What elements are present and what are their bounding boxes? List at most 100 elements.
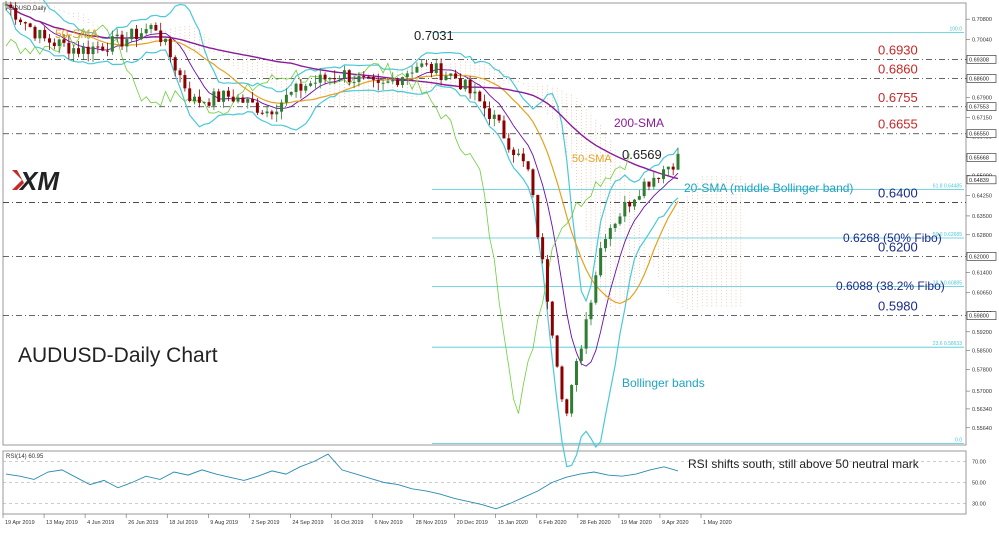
candle-body xyxy=(352,82,356,84)
price-box-label: 0.68600 xyxy=(969,76,989,82)
fibo-levels: 100.0 61.8 0.64485 50.0 0.62685 38.2 0.6088… xyxy=(432,26,964,445)
candle-body xyxy=(139,33,143,40)
candle-body xyxy=(473,91,477,94)
x-tick-label: 13 May 2019 xyxy=(46,520,78,526)
x-tick-label: 6 Nov 2019 xyxy=(375,520,403,526)
x-tick-label: 9 Aug 2019 xyxy=(210,520,238,526)
candle-body xyxy=(38,29,42,39)
candle-body xyxy=(101,46,105,51)
price-box-label: 0.67553 xyxy=(969,105,989,111)
candle-body xyxy=(637,196,641,200)
candle-body xyxy=(289,92,293,95)
bollinger-upper xyxy=(42,0,679,303)
x-tick-label: 9 Apr 2020 xyxy=(662,520,689,526)
candle-body xyxy=(246,98,250,103)
candle-body xyxy=(72,48,76,54)
candle-body xyxy=(144,29,148,34)
candle-body xyxy=(420,63,424,67)
candle-body xyxy=(521,153,525,162)
candle-body xyxy=(666,166,670,170)
candle-body xyxy=(217,91,221,102)
y-tick-label: 0.70800 xyxy=(972,17,992,23)
candle-body xyxy=(342,70,346,79)
sma20-label: 20-SMA (middle Bollinger band) xyxy=(684,181,853,195)
candle-body xyxy=(231,96,235,102)
candle-body xyxy=(362,76,366,78)
candle-body xyxy=(164,38,168,43)
sma200-label: 200-SMA xyxy=(614,116,664,130)
candle-body xyxy=(579,348,583,362)
y-tick-label: 0.55640 xyxy=(972,426,992,432)
candle-body xyxy=(584,319,588,349)
candle-body xyxy=(4,4,8,6)
candle-body xyxy=(222,90,226,102)
y-tick-label: 0.70040 xyxy=(972,38,992,44)
candle-body xyxy=(260,112,264,114)
candle-body xyxy=(280,102,284,112)
candle-body xyxy=(328,77,332,80)
rsi-panel: 70.00 50.00 30.00 xyxy=(3,453,986,510)
level-label: 0.6200 xyxy=(878,239,918,254)
candle-body xyxy=(338,78,342,80)
candle-body xyxy=(507,138,511,150)
x-tick-label: 19 Apr 2019 xyxy=(5,520,35,526)
x-tick-label: 4 Jun 2019 xyxy=(87,520,114,526)
price-box xyxy=(966,55,997,64)
candle-body xyxy=(599,248,603,276)
candle-body xyxy=(492,114,496,119)
candle-body xyxy=(33,26,37,39)
y-tick-label: 0.60650 xyxy=(972,291,992,297)
sma200-line xyxy=(5,3,679,180)
candle-body xyxy=(545,259,549,302)
candle-body xyxy=(415,66,419,73)
xm-logo-text: XM xyxy=(18,166,60,196)
candle-body xyxy=(400,77,404,86)
y-tick-label: 0.57800 xyxy=(972,368,992,374)
x-tick-label: 19 Mar 2020 xyxy=(621,520,652,526)
level-label: 0.6860 xyxy=(878,61,918,76)
candle-body xyxy=(526,161,530,170)
candle-body xyxy=(91,46,95,55)
candle-body xyxy=(347,70,351,83)
candle-body xyxy=(28,23,32,27)
candle-body xyxy=(536,195,540,238)
candle-body xyxy=(323,74,327,80)
candle-body xyxy=(541,237,545,260)
candle-body xyxy=(531,169,535,196)
candle-body xyxy=(178,70,182,76)
candle-body xyxy=(9,4,13,8)
candle-body xyxy=(168,38,172,58)
y-tick-label: 0.62800 xyxy=(972,233,992,239)
candle-body xyxy=(19,19,23,23)
candle-body xyxy=(313,82,317,84)
candle-body xyxy=(371,77,375,80)
candle-body xyxy=(81,46,85,54)
candle-body xyxy=(106,50,110,52)
y-tick-label: 0.58500 xyxy=(972,349,992,355)
candle-body xyxy=(478,91,482,102)
candle-body xyxy=(376,79,380,83)
chart-title: AUDUSD-Daily Chart xyxy=(18,344,218,367)
sma50-left-label: 50-SMA xyxy=(55,27,98,41)
candle-body xyxy=(608,228,612,240)
candle-body xyxy=(458,78,462,90)
y-tick-label: 0.59200 xyxy=(972,330,992,336)
candle-body xyxy=(173,57,177,71)
candle-body xyxy=(159,30,163,43)
candle-body xyxy=(391,79,395,82)
candle-body xyxy=(671,166,675,170)
candle-body xyxy=(357,76,361,83)
candle-body xyxy=(120,34,124,47)
candle-body xyxy=(628,202,632,207)
candle-body xyxy=(425,63,429,65)
candle-body xyxy=(294,83,298,93)
candle-body xyxy=(202,102,206,104)
candle-body xyxy=(454,73,458,79)
price-box xyxy=(966,153,997,162)
candle-body xyxy=(86,46,90,55)
candle-body xyxy=(657,177,661,179)
candle-body xyxy=(130,28,134,40)
y-tick-label: 0.67150 xyxy=(972,116,992,122)
